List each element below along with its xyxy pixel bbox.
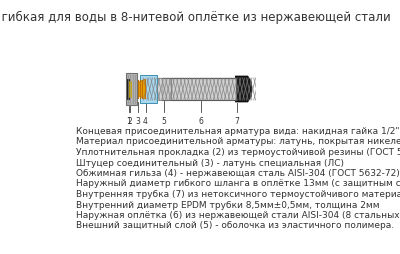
Bar bbox=[130, 82, 131, 98]
Text: 6: 6 bbox=[198, 117, 203, 125]
Text: 3: 3 bbox=[135, 117, 140, 125]
Text: Штуцер соединительный (3) - латунь специальная (ЛС): Штуцер соединительный (3) - латунь специ… bbox=[76, 158, 344, 167]
Bar bbox=[126, 74, 137, 106]
Text: 4: 4 bbox=[143, 117, 148, 125]
Polygon shape bbox=[152, 79, 171, 101]
Bar bbox=[127, 80, 129, 100]
Text: Внутренний диаметр EPDM трубки 8,5мм±0,5мм, толщина 2мм: Внутренний диаметр EPDM трубки 8,5мм±0,5… bbox=[76, 200, 379, 209]
Text: Материал присоединительной арматуры: латунь, покрытая никелем.: Материал присоединительной арматуры: лат… bbox=[76, 137, 400, 146]
Text: 2: 2 bbox=[128, 117, 132, 125]
Text: 5: 5 bbox=[162, 117, 166, 125]
Text: Уплотнительная прокладка (2) из термоустойчивой резины (ГОСТ 5496-78, ТУ 3810510: Уплотнительная прокладка (2) из термоуст… bbox=[76, 147, 400, 156]
Polygon shape bbox=[136, 80, 146, 100]
Text: Обжимная гильза (4) - нержавеющая сталь AISI-304 (ГОСТ 5632-72): Обжимная гильза (4) - нержавеющая сталь … bbox=[76, 168, 399, 177]
Text: Подводка гибкая для воды в 8-нитевой оплётке из нержавеющей стали: Подводка гибкая для воды в 8-нитевой опл… bbox=[0, 11, 391, 24]
Text: Концевая присоединительная арматура вида: накидная гайка 1/2" (1), штуцер 1/2": Концевая присоединительная арматура вида… bbox=[76, 126, 400, 135]
Text: 1: 1 bbox=[126, 117, 131, 125]
Text: Внутренняя трубка (7) из нетоксичного термоустойчивого материала EPDM (ГОСТ 5496: Внутренняя трубка (7) из нетоксичного те… bbox=[76, 189, 400, 198]
Polygon shape bbox=[235, 77, 252, 103]
Bar bbox=[162, 79, 236, 101]
Bar bbox=[162, 79, 236, 101]
Text: 7: 7 bbox=[234, 117, 239, 125]
Bar bbox=[140, 76, 157, 104]
Text: Наружная оплётка (6) из нержавеющей стали AISI-304 (8 стальных нитей Ø0,2мм): Наружная оплётка (6) из нержавеющей стал… bbox=[76, 210, 400, 219]
Text: Внешний защитный слой (5) - оболочка из эластичного полимера.: Внешний защитный слой (5) - оболочка из … bbox=[76, 221, 394, 230]
Text: Наружный диаметр гибкого шланга в оплётке 13мм (с защитным слоем 14мм)±0,5мм: Наружный диаметр гибкого шланга в оплётк… bbox=[76, 179, 400, 188]
